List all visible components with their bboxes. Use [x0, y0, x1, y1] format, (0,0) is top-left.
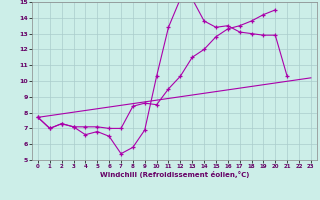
X-axis label: Windchill (Refroidissement éolien,°C): Windchill (Refroidissement éolien,°C) [100, 171, 249, 178]
